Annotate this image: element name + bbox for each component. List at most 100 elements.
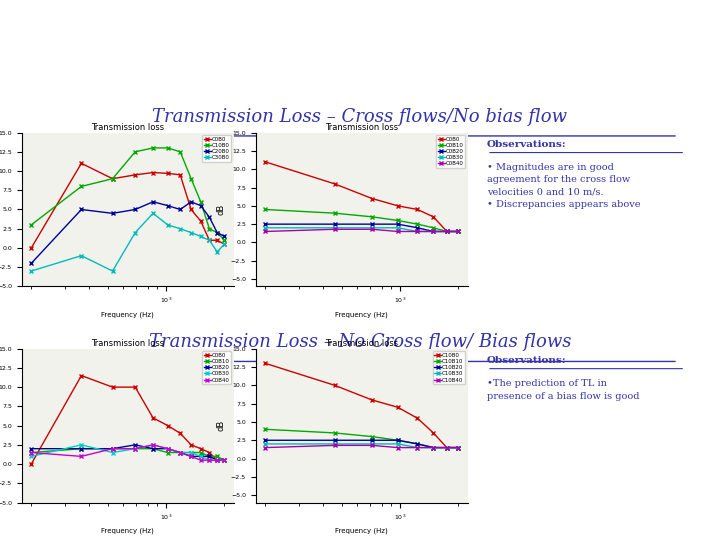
C20B0 [205,214,214,220]
C10B40 [429,444,438,451]
Line: C10B30: C10B30 [264,442,460,450]
Title: Transmission loss: Transmission loss [91,123,164,132]
C0B30 [149,442,158,448]
C10B30 [454,444,463,451]
C10B0 [77,183,86,190]
C0B0 [220,241,229,247]
Title: Transmission loss: Transmission loss [325,123,398,132]
C0B40 [454,228,463,235]
C0B40 [220,457,229,463]
C10B0 [149,145,158,151]
C0B0 [27,461,35,467]
Line: C10B0: C10B0 [264,361,460,450]
C0B20 [163,446,172,452]
C30B0 [186,230,195,236]
X-axis label: Frequency (Hz): Frequency (Hz) [336,311,388,318]
C0B20 [330,221,339,227]
C20B0 [27,260,35,267]
C0B10 [368,214,377,220]
C0B40 [429,228,438,235]
C10B40 [454,444,463,451]
C0B40 [443,228,451,235]
C0B10 [220,457,229,463]
C0B20 [27,446,35,452]
C10B0 [330,382,339,389]
C0B0 [131,384,140,390]
C10B30 [413,444,422,451]
C20B0 [186,199,195,205]
C0B0 [261,159,269,165]
C0B20 [368,221,377,227]
C0B10 [330,210,339,217]
Line: C10B10: C10B10 [264,427,460,450]
C0B10 [205,453,214,460]
C10B0 [131,148,140,155]
C10B20 [443,444,451,451]
C0B40 [330,226,339,233]
C0B30 [131,446,140,452]
C30B0 [149,210,158,217]
Line: C0B20: C0B20 [264,222,460,234]
C10B0 [186,176,195,182]
C0B0 [163,422,172,429]
C0B10 [176,449,184,456]
C0B40 [27,449,35,456]
C0B30 [429,228,438,235]
C0B30 [163,446,172,452]
C20B0 [220,233,229,240]
Line: C0B0: C0B0 [30,161,226,250]
Text: • Magnitudes are in good
agreement for the cross flow
velocities 0 and 10 m/s.
•: • Magnitudes are in good agreement for t… [487,163,641,209]
C0B20 [108,446,117,452]
C30B0 [77,252,86,259]
C20B0 [213,230,222,236]
Legend: C0B0, C0B10, C0B20, C0B30, C0B40: C0B0, C0B10, C0B20, C0B30, C0B40 [202,352,231,384]
C0B20 [205,453,214,460]
C0B10 [393,217,402,224]
Line: C0B30: C0B30 [264,226,460,234]
C10B40 [413,444,422,451]
C10B20 [454,444,463,451]
C0B40 [368,226,377,233]
C0B20 [197,453,205,460]
C0B0 [197,218,205,224]
C20B0 [77,206,86,213]
Line: C0B30: C0B30 [30,443,226,462]
C10B0 [429,430,438,436]
X-axis label: Frequency (Hz): Frequency (Hz) [336,527,388,534]
C0B30 [176,449,184,456]
C10B20 [413,441,422,447]
Line: C0B20: C0B20 [30,443,226,462]
C0B0 [149,170,158,176]
C0B40 [186,453,195,460]
C20B0 [176,206,184,213]
C0B20 [413,225,422,231]
C0B40 [205,457,214,463]
C0B0 [108,384,117,390]
C0B10 [27,449,35,456]
C0B0 [330,180,339,187]
C20B0 [149,199,158,205]
Line: C0B0: C0B0 [30,374,226,466]
Line: C0B40: C0B40 [264,227,460,234]
Line: C10B20: C10B20 [264,438,460,450]
C0B20 [149,446,158,452]
C0B0 [368,195,377,202]
C0B10 [149,446,158,452]
C20B0 [197,202,205,209]
C0B30 [413,228,422,235]
C0B30 [27,453,35,460]
Legend: C0B0, C10B0, C20B0, C30B0: C0B0, C10B0, C20B0, C30B0 [202,136,231,162]
C30B0 [163,221,172,228]
C0B0 [77,373,86,379]
Legend: C0B0, C0B10, C0B20, C0B30, C0B40: C0B0, C0B10, C0B20, C0B30, C0B40 [436,136,465,168]
C30B0 [205,237,214,244]
C30B0 [213,248,222,255]
C0B10 [429,225,438,231]
C10B10 [330,430,339,436]
C0B20 [261,221,269,227]
Title: Transmission loss: Transmission loss [325,339,398,348]
C0B0 [213,237,222,244]
C0B0 [197,446,205,452]
C0B30 [213,457,222,463]
C10B0 [413,415,422,422]
